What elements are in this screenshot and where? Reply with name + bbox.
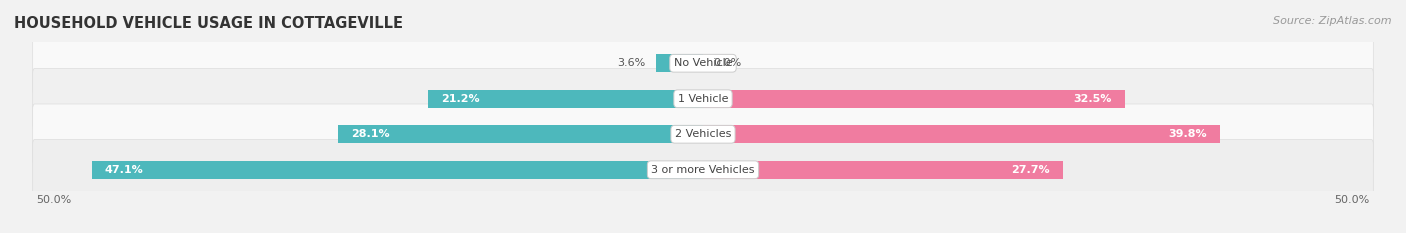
Bar bbox=[91, 161, 703, 179]
Bar bbox=[339, 125, 703, 144]
Text: Source: ZipAtlas.com: Source: ZipAtlas.com bbox=[1274, 16, 1392, 26]
Text: 28.1%: 28.1% bbox=[352, 129, 389, 139]
Bar bbox=[657, 54, 703, 72]
Bar bbox=[703, 125, 1219, 144]
Text: HOUSEHOLD VEHICLE USAGE IN COTTAGEVILLE: HOUSEHOLD VEHICLE USAGE IN COTTAGEVILLE bbox=[14, 16, 404, 31]
Bar bbox=[703, 89, 1125, 108]
Text: 39.8%: 39.8% bbox=[1168, 129, 1206, 139]
Text: 27.7%: 27.7% bbox=[1011, 165, 1049, 175]
Text: 47.1%: 47.1% bbox=[104, 165, 143, 175]
FancyBboxPatch shape bbox=[32, 69, 1374, 129]
FancyBboxPatch shape bbox=[32, 104, 1374, 164]
Text: 0.0%: 0.0% bbox=[713, 58, 741, 68]
FancyBboxPatch shape bbox=[32, 140, 1374, 200]
Bar bbox=[427, 89, 703, 108]
Bar bbox=[703, 161, 1063, 179]
Text: 3.6%: 3.6% bbox=[617, 58, 645, 68]
Text: 21.2%: 21.2% bbox=[441, 94, 479, 104]
Text: No Vehicle: No Vehicle bbox=[673, 58, 733, 68]
Text: 1 Vehicle: 1 Vehicle bbox=[678, 94, 728, 104]
Text: 32.5%: 32.5% bbox=[1073, 94, 1112, 104]
FancyBboxPatch shape bbox=[32, 33, 1374, 93]
Text: 2 Vehicles: 2 Vehicles bbox=[675, 129, 731, 139]
Text: 3 or more Vehicles: 3 or more Vehicles bbox=[651, 165, 755, 175]
